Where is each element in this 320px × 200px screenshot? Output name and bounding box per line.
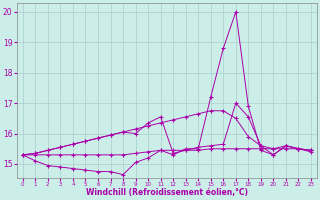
X-axis label: Windchill (Refroidissement éolien,°C): Windchill (Refroidissement éolien,°C) [86, 188, 248, 197]
